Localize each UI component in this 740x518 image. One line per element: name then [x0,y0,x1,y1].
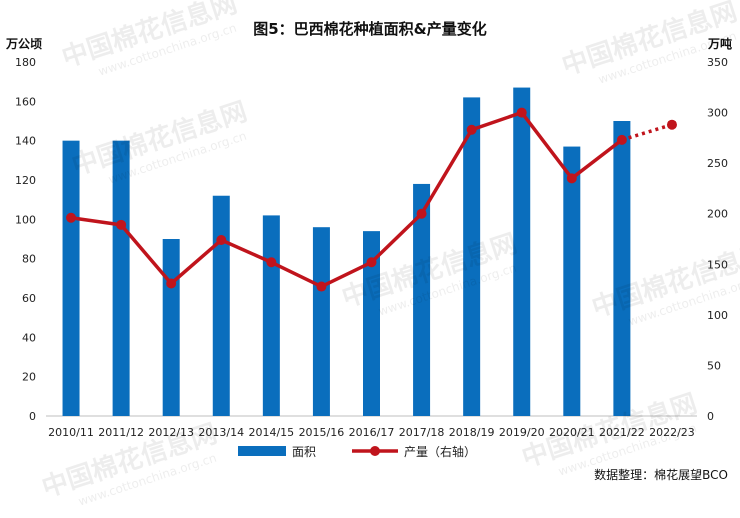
x-tick-label: 2021/22 [599,426,645,439]
point-production [466,124,477,135]
y-tick-right: 100 [707,309,728,322]
bar-area [212,195,230,416]
point-production [366,257,377,268]
x-tick-label: 2011/12 [98,426,144,439]
x-tick-label: 2015/16 [299,426,345,439]
x-tick-label: 2010/11 [48,426,94,439]
y-tick-right: 300 [707,107,728,120]
bar-area [413,183,431,416]
x-tick-label: 2020/21 [549,426,595,439]
y-tick-right: 0 [707,410,714,423]
x-tick-label: 2012/13 [148,426,194,439]
y-tick-left: 80 [22,253,36,266]
point-production [266,257,277,268]
bar-area [363,231,380,416]
x-tick-label: 2018/19 [449,426,495,439]
line-production-forecast [621,123,673,142]
y-tick-right: 50 [707,359,721,372]
point-production [416,208,427,219]
y-tick-right: 250 [707,157,728,170]
bar-area [312,227,330,416]
y-tick-left: 100 [15,213,36,226]
y-tick-left: 120 [15,174,36,187]
source-note: 数据整理：棉花展望BCO [594,467,728,482]
bar-area [62,140,80,416]
bar-area [563,146,581,417]
x-tick-label: 2014/15 [248,426,294,439]
point-production [566,173,577,184]
point-production [116,219,127,230]
bar-area [112,140,130,416]
bar-area [613,121,631,416]
x-tick-label: 2017/18 [399,426,445,439]
point-production [616,134,627,145]
y-tick-right: 150 [707,258,728,271]
y-tick-left: 40 [22,331,36,344]
x-tick-label: 2019/20 [499,426,545,439]
bar-area [463,97,481,417]
point-production [166,278,177,289]
y-tick-left: 0 [29,410,36,423]
bar-area [262,215,280,416]
legend-marker-production [370,446,380,456]
point-production [216,235,227,246]
legend-swatch-area [238,446,286,456]
x-tick-label: 2013/14 [198,426,244,439]
y-tick-right: 200 [707,208,728,221]
y-tick-left: 20 [22,371,36,384]
bar-area [162,239,180,416]
legend-label-area: 面积 [292,445,316,459]
line-production [70,110,623,289]
y-axis-right-label: 万吨 [707,36,732,51]
x-tick-label: 2022/23 [649,426,695,439]
y-tick-right: 350 [707,56,728,69]
point-production [516,107,527,118]
y-axis-left-label: 万公顷 [5,37,42,51]
chart-title: 图5：巴西棉花种植面积&产量变化 [253,20,487,38]
point-production [316,281,327,292]
legend-label-production: 产量（右轴） [404,444,476,459]
point-production [666,119,677,130]
x-tick-label: 2016/17 [349,426,395,439]
y-tick-left: 180 [15,56,36,69]
bar-area [513,87,531,417]
y-tick-left: 60 [22,292,36,305]
y-tick-left: 140 [15,135,36,148]
y-tick-left: 160 [15,95,36,108]
point-production [66,212,77,223]
